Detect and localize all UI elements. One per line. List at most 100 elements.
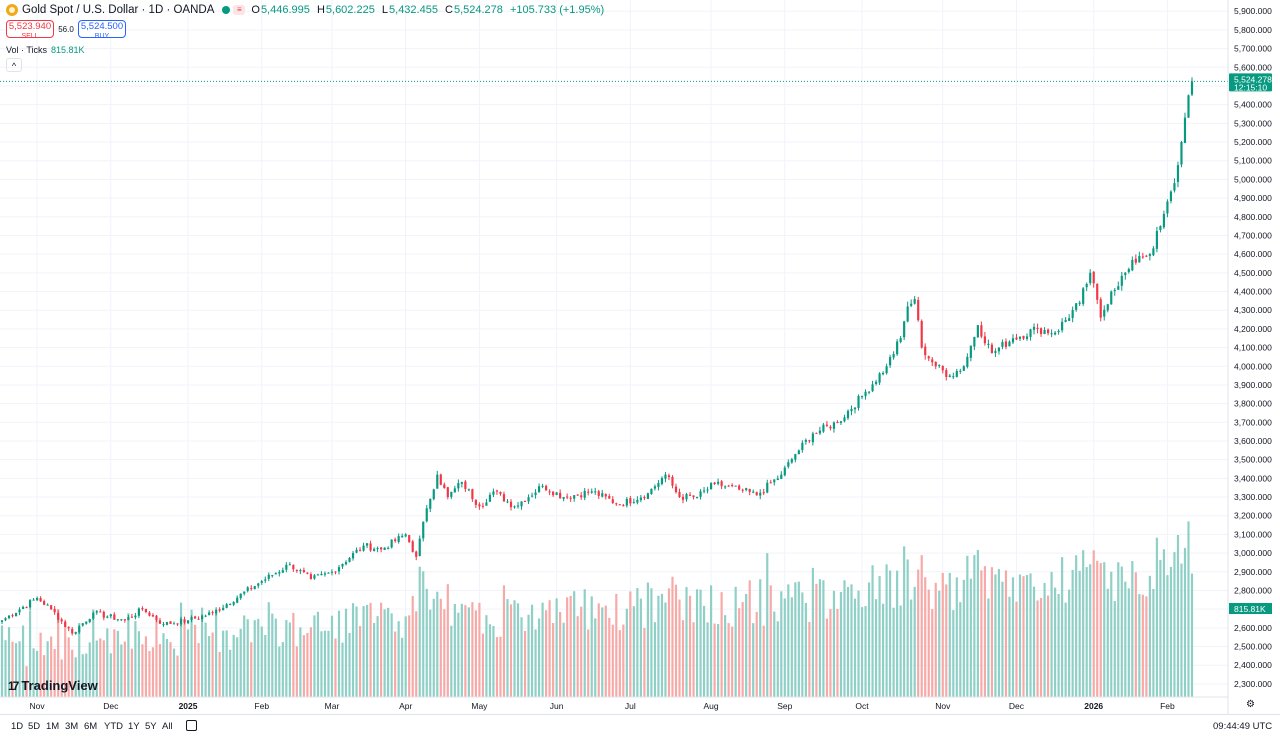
candle-body [323, 573, 327, 575]
candle-body [545, 485, 548, 491]
range-all-button[interactable]: All [162, 721, 173, 732]
candle-body [653, 486, 657, 489]
volume-bar [752, 623, 755, 697]
volume-bar [1089, 564, 1092, 697]
volume-bar [446, 584, 449, 697]
buy-button[interactable]: 5,524.500 BUY [78, 20, 126, 40]
volume-bar [425, 588, 428, 697]
volume-bar [172, 648, 176, 697]
volume-bar [808, 621, 811, 697]
utc-clock[interactable]: 09:44:49 UTC [1213, 721, 1273, 732]
candle-body [158, 620, 162, 624]
date-range-calendar-icon[interactable] [186, 720, 197, 731]
range-5y-button[interactable]: 5Y [145, 721, 157, 732]
candle-body [959, 370, 962, 372]
candle-body [502, 494, 506, 502]
data-pill-icon[interactable]: ≡ [233, 5, 246, 15]
candle-body [264, 579, 267, 581]
candle-body [471, 489, 474, 500]
candle-body [0, 620, 4, 622]
volume-bar [748, 580, 751, 697]
candle-body [88, 619, 91, 622]
range-1d-button[interactable]: 1D [11, 721, 24, 732]
candle-body [566, 496, 569, 498]
candle-body [762, 492, 765, 494]
volume-bar [889, 570, 892, 697]
candle-body [1113, 289, 1116, 292]
candle-body [99, 611, 102, 613]
volume-bar [401, 637, 404, 697]
candle-body [246, 587, 249, 591]
y-tick-label: 2,300.000 [1234, 679, 1272, 689]
range-1m-button[interactable]: 1M [46, 721, 60, 732]
volume-bar [137, 631, 140, 697]
candle-body [1068, 318, 1071, 321]
volume-bar [1124, 581, 1127, 697]
candle-body [186, 620, 190, 624]
candle-body [773, 479, 776, 483]
volume-bar [695, 589, 699, 697]
candle-body [695, 497, 699, 499]
range-6m-button[interactable]: 6M [84, 721, 98, 732]
candle-body [1183, 117, 1187, 143]
candle-body [990, 344, 993, 354]
volume-bar [534, 629, 537, 697]
volume-bar [85, 653, 88, 697]
volume-bar [962, 579, 965, 697]
y-tick-label: 5,400.000 [1234, 100, 1272, 110]
axis-settings-gear-icon[interactable]: ⚙ [1246, 699, 1255, 710]
candle-body [794, 454, 797, 460]
x-tick-label: Nov [935, 701, 951, 711]
volume-bar [576, 616, 579, 697]
price-axis[interactable]: 5,900.0005,800.0005,700.0005,600.0005,50… [1234, 6, 1272, 689]
range-5d-button[interactable]: 5D [28, 721, 41, 732]
candle-body [64, 621, 67, 627]
volume-bar [629, 591, 632, 697]
candle-body [257, 583, 260, 586]
volume-bar [169, 642, 172, 697]
volume-bar [769, 585, 772, 697]
range-ytd-button[interactable]: YTD [104, 721, 123, 732]
candle-body [1075, 303, 1078, 310]
y-tick-label: 4,800.000 [1234, 212, 1272, 222]
volume-bar [1046, 595, 1050, 697]
volume-bar [541, 602, 544, 697]
range-1y-button[interactable]: 1Y [128, 721, 140, 732]
volume-bar [1085, 567, 1088, 697]
candle-body [176, 623, 179, 625]
candle-body [882, 372, 885, 375]
volume-bar [709, 585, 713, 697]
volume-bar [615, 593, 618, 697]
volume-value-text: 815.81K [1234, 604, 1266, 614]
volume-bar [373, 623, 376, 697]
candle-body [1061, 321, 1064, 331]
volume-bar [927, 589, 930, 697]
volume-bar [660, 593, 664, 697]
candle-body [309, 574, 312, 580]
volume-bar [671, 576, 674, 697]
volume-bar [123, 641, 126, 697]
volume-bar [21, 625, 25, 697]
time-axis[interactable]: Nov Dec 2025 Feb Mar Apr May Jun Jul Aug Sep Oct Nov… [30, 701, 1175, 711]
candle-body [1155, 231, 1158, 249]
sell-button[interactable]: 5,523.940 SELL [6, 20, 54, 40]
candle-body [622, 505, 625, 507]
candle-body [208, 612, 211, 615]
volume-legend[interactable]: Vol · Ticks 815.81K [6, 45, 85, 55]
candle-body [734, 485, 737, 487]
volume-bar [650, 588, 653, 697]
candle-body [1099, 299, 1102, 318]
range-3m-button[interactable]: 3M [65, 721, 79, 732]
collapse-legend-button[interactable]: ^ [6, 58, 22, 72]
volume-bar [274, 618, 277, 697]
candle-body [811, 433, 814, 443]
volume-bar [766, 553, 769, 697]
candle-body [46, 604, 49, 606]
tradingview-logo[interactable]: 17 TradingView [8, 678, 98, 693]
symbol-title[interactable]: Gold Spot / U.S. Dollar · 1D · OANDA [22, 4, 215, 16]
volume-bar [1022, 576, 1025, 697]
volume-bar [358, 625, 362, 697]
low-value: 5,432.455 [389, 4, 438, 16]
volume-bar [197, 643, 200, 697]
